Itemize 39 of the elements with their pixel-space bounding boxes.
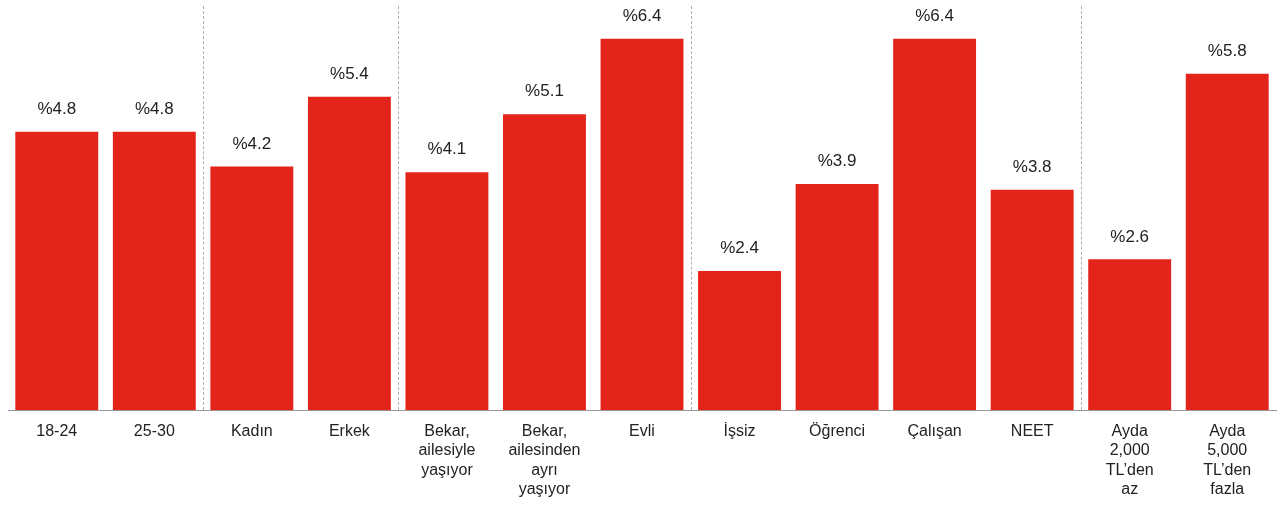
x-tick-label: Ayda 5,000 TL’den fazla — [1203, 422, 1252, 497]
x-tick-label: 25-30 — [133, 422, 175, 440]
x-tick-label: Erkek — [328, 422, 371, 440]
bar — [405, 172, 489, 411]
x-tick-label: 18-24 — [36, 422, 78, 440]
bar — [990, 189, 1074, 411]
data-label: %4.2 — [232, 133, 272, 153]
data-label: %5.1 — [525, 81, 564, 101]
bar — [1185, 73, 1269, 411]
data-label: %4.8 — [37, 98, 77, 118]
data-label: %4.1 — [427, 139, 467, 159]
x-tick-label: Ayda 2,000 TL’den az — [1105, 422, 1154, 497]
x-tick-label: Bekar, ailesinden ayrı yaşıyor — [508, 422, 581, 497]
data-label: %4.8 — [134, 98, 174, 118]
bar — [795, 183, 879, 411]
bar — [893, 38, 977, 411]
data-label: %3.8 — [1012, 156, 1052, 176]
x-tick-label: Öğrenci — [809, 422, 866, 440]
bar — [600, 38, 684, 411]
data-label: %5.4 — [330, 64, 369, 84]
bar — [210, 166, 294, 411]
x-tick-label: İşsiz — [723, 421, 756, 440]
bar — [112, 131, 196, 411]
bar — [698, 270, 781, 411]
data-label: %5.8 — [1207, 40, 1247, 60]
x-tick-label: Kadın — [230, 422, 273, 440]
bar — [1088, 259, 1172, 411]
x-tick-label: Çalışan — [907, 422, 962, 440]
bar — [503, 114, 586, 411]
bar — [15, 131, 99, 411]
x-tick-label: Evli — [629, 422, 655, 440]
data-label: %6.4 — [915, 6, 954, 25]
data-label: %2.6 — [1110, 226, 1150, 246]
x-tick-label: NEET — [1010, 422, 1054, 440]
x-tick-label: Bekar, ailesiyle yaşıyor — [418, 422, 476, 478]
bar — [307, 96, 391, 411]
data-label: %3.9 — [817, 151, 857, 171]
data-label: %2.4 — [720, 238, 759, 258]
data-label: %6.4 — [622, 6, 662, 25]
